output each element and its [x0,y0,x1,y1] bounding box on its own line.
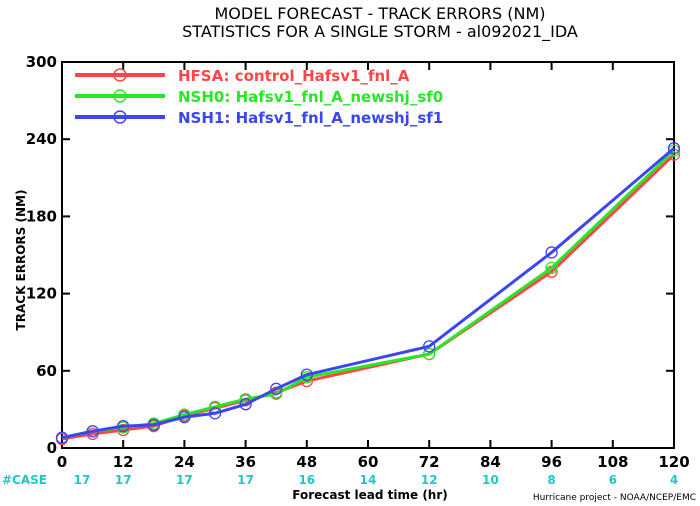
x-tick-label: 60 [358,453,379,471]
x-tick-label: 120 [658,453,689,471]
credit-text: Hurricane project - NOAA/NCEP/EMC [533,493,696,503]
data-point [423,347,436,361]
series-line [61,147,675,440]
series-group [55,148,681,446]
data-point [117,419,130,433]
data-point [545,246,558,259]
case-count: 4 [670,473,678,487]
chart-subtitle: STATISTICS FOR A SINGLE STORM - al092021… [182,22,578,42]
legend-marker [113,68,127,82]
plot-axes: 0601201802403000171217241736174816601472… [26,53,690,487]
case-count: 17 [115,473,132,487]
data-point [208,407,222,420]
y-tick-label: 0 [47,439,57,457]
y-tick-label: 300 [26,53,57,71]
y-axis-label: TRACK ERRORS (NM) [14,190,28,331]
legend: HFSA: control_Hafsv1_fnl_A NSH0: Hafsv1_f… [75,67,443,127]
x-tick-label: 36 [235,453,256,471]
x-tick-label: 48 [296,453,317,471]
series-line [61,153,676,441]
x-axis-label: Forecast lead time (hr) [292,488,448,502]
x-tick-label: 24 [174,453,195,471]
legend-marker [113,89,127,103]
case-count: 10 [482,473,499,487]
x-tick-label: 84 [480,453,501,471]
case-count: 12 [421,473,438,487]
y-tick-label: 240 [26,130,57,148]
data-point [423,340,436,353]
case-count: 17 [237,473,254,487]
data-point [667,142,681,155]
y-tick-label: 60 [36,362,57,380]
data-point [178,410,191,424]
case-label: #CASE [2,473,47,487]
chart-title: MODEL FORECAST - TRACK ERRORS (NM) [214,4,545,23]
y-tick-label: 120 [26,285,57,303]
data-point [86,425,99,438]
x-tick-label: 0 [57,453,67,471]
series-layer [55,142,681,446]
y-tick-label: 180 [26,207,57,225]
case-count: 16 [298,473,315,487]
case-count: 17 [176,473,193,487]
case-count: 17 [74,473,91,487]
legend-marker [113,110,127,124]
case-count: 6 [609,473,617,487]
data-point [55,431,69,444]
series-group [55,144,681,444]
series-group [55,142,681,444]
x-tick-label: 96 [541,453,562,471]
data-point [270,382,283,395]
legend-label: NSH0: Hafsv1_fnl_A_newshj_sf0 [178,88,443,106]
case-count: 8 [547,473,555,487]
legend-label: NSH1: Hafsv1_fnl_A_newshj_sf1 [178,109,443,127]
data-point [239,398,252,411]
x-tick-label: 72 [419,453,440,471]
legend-label: HFSA: control_Hafsv1_fnl_A [178,67,410,85]
data-point [545,261,558,275]
x-tick-label: 108 [597,453,628,471]
case-count: 14 [360,473,377,487]
series-line [61,149,676,440]
data-point [147,418,160,431]
data-point [300,368,313,381]
x-tick-label: 12 [113,453,134,471]
